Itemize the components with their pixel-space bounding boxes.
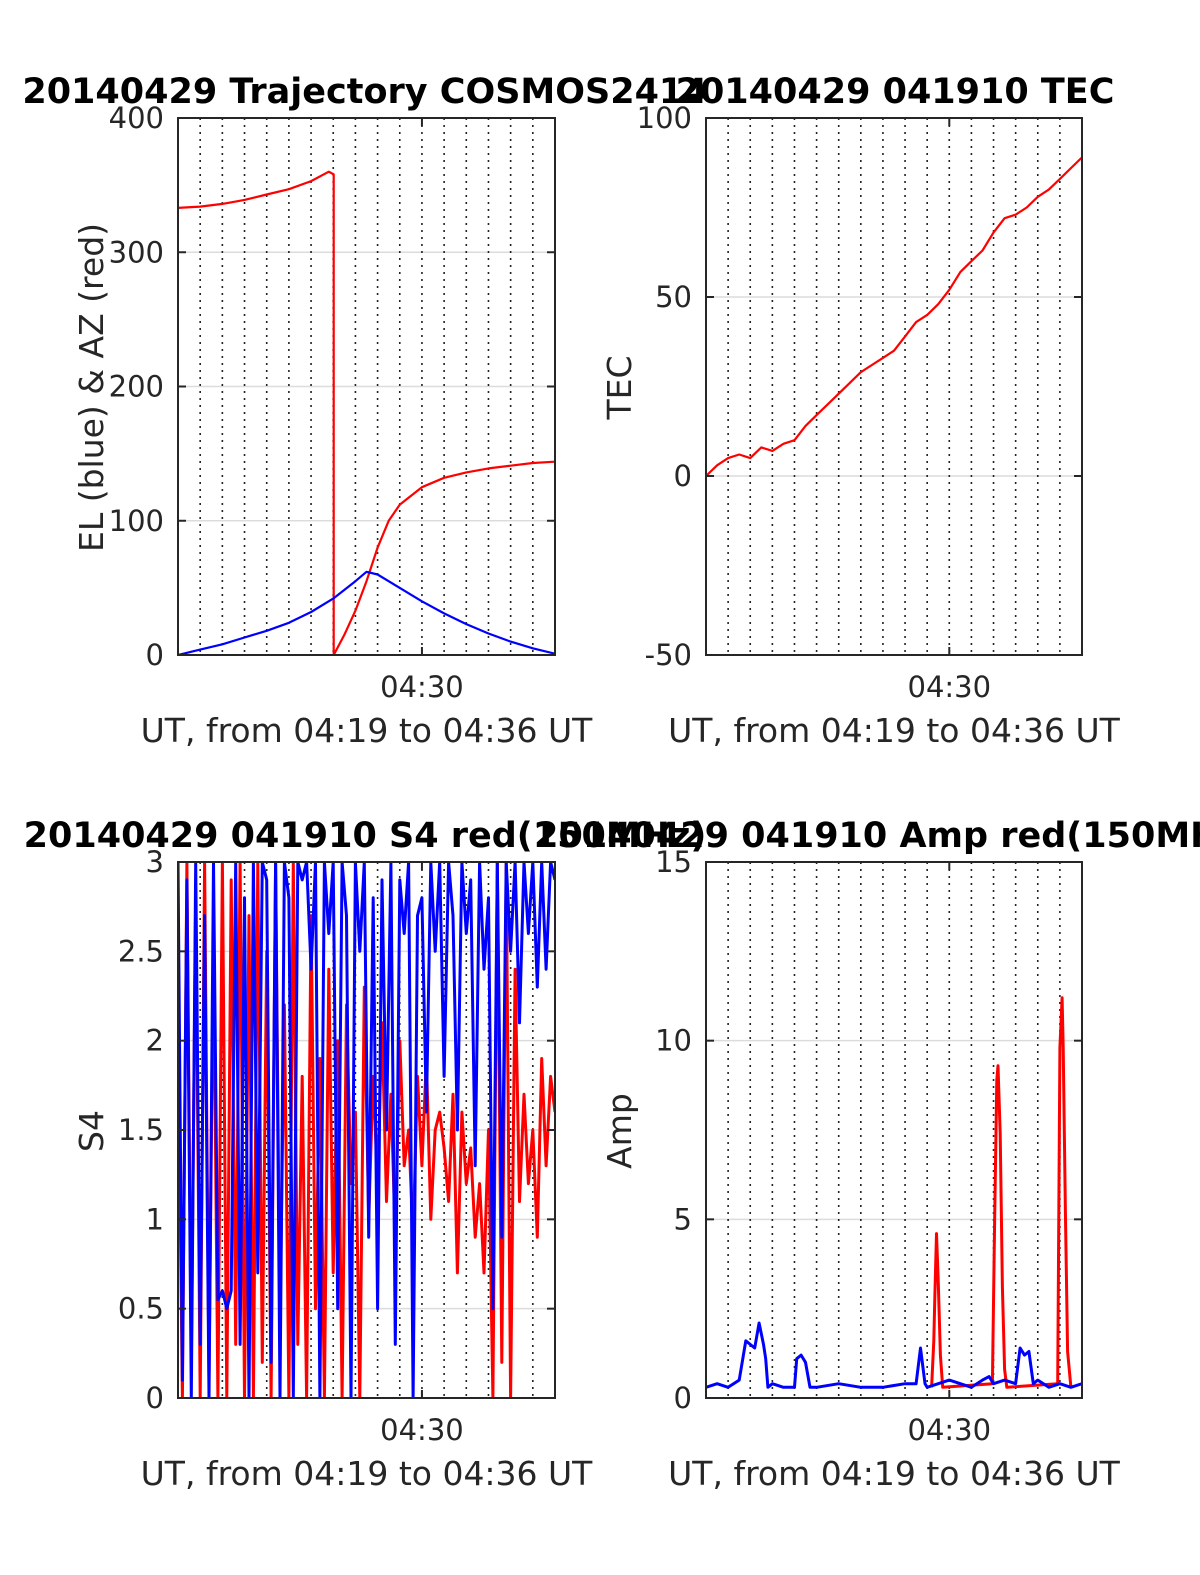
chart-amp-ytick-label: 5 xyxy=(674,1202,692,1236)
chart-tec-xlabel: UT, from 04:19 to 04:36 UT xyxy=(668,711,1121,750)
chart-trajectory-ytick-label: 300 xyxy=(109,235,164,269)
chart-s4-ytick-label: 1.5 xyxy=(118,1113,164,1147)
chart-s4-title: 20140429 041910 S4 red(150MHz) xyxy=(24,816,707,856)
chart-s4-series-1 xyxy=(178,862,555,1398)
chart-tec-series-0 xyxy=(706,156,1082,477)
panel-trajectory: 0 100 200 300 400 04:30 UT, from 04:19 to 04:3… xyxy=(22,72,707,750)
chart-tec-ytick-label: 100 xyxy=(637,101,692,135)
chart-trajectory-series-1 xyxy=(178,570,555,655)
chart-tec-axes-box xyxy=(705,117,1083,656)
chart-trajectory-xlabel: UT, from 04:19 to 04:36 UT xyxy=(141,711,594,750)
chart-trajectory-ytick-label: 200 xyxy=(109,370,164,404)
chart-trajectory-title: 20140429 Trajectory COSMOS2414 xyxy=(22,72,707,112)
chart-amp-ytick-label: 15 xyxy=(655,845,692,879)
chart-amp-series-1 xyxy=(706,1321,1082,1389)
chart-amp-xlabel: UT, from 04:19 to 04:36 UT xyxy=(668,1454,1121,1493)
chart-amp-ylabel: Amp xyxy=(600,1093,639,1169)
chart-s4-ytick-label: 2.5 xyxy=(118,934,164,968)
chart-tec-ytick-label: -50 xyxy=(645,638,692,672)
chart-trajectory-ytick-label: 0 xyxy=(146,638,164,672)
panel-amp: 0 5 10 15 04:30 UT, from 04:19 to 04:36 UT Amp… xyxy=(534,816,1200,1493)
chart-amp-xtick-label: 04:30 xyxy=(908,1413,992,1447)
chart-tec-title: 20140429 041910 TEC xyxy=(676,72,1115,112)
chart-s4-ytick-label: 0.5 xyxy=(118,1292,164,1326)
chart-s4-xtick-label: 04:30 xyxy=(380,1413,464,1447)
chart-s4-ytick-label: 0 xyxy=(146,1381,164,1415)
panel-tec: -50 0 50 100 04:30 UT, from 04:19 to 04:36 UT… xyxy=(600,72,1121,750)
chart-s4-ytick-label: 1 xyxy=(146,1202,164,1236)
chart-amp-ytick-label: 10 xyxy=(655,1024,692,1058)
chart-tec-ytick-label: 50 xyxy=(655,280,692,314)
chart-trajectory-ytick-label: 400 xyxy=(109,101,164,135)
chart-trajectory-ytick-label: 100 xyxy=(109,504,164,538)
chart-tec-ytick-label: 0 xyxy=(674,459,692,493)
chart-trajectory-xtick-label: 04:30 xyxy=(380,670,464,704)
panel-s4: 0 0.5 1 1.5 2 2.5 3 04:30 UT, from 04:19 to 04:3… xyxy=(24,816,707,1493)
chart-s4-ylabel: S4 xyxy=(72,1110,111,1152)
chart-s4-ytick-label: 2 xyxy=(146,1024,164,1058)
chart-tec-xtick-label: 04:30 xyxy=(908,670,992,704)
chart-amp-ytick-label: 0 xyxy=(674,1381,692,1415)
chart-trajectory-series-0 xyxy=(178,170,555,655)
chart-amp-series-0 xyxy=(930,996,1073,1389)
chart-amp-title: 20140429 041910 Amp red(150MHz) xyxy=(534,816,1200,856)
chart-tec-ylabel: TEC xyxy=(600,355,639,420)
chart-trajectory-ylabel: EL (blue) & AZ (red) xyxy=(72,223,111,552)
chart-s4-ytick-label: 3 xyxy=(146,845,164,879)
chart-amp-axes-box xyxy=(705,861,1083,1399)
chart-s4-xlabel: UT, from 04:19 to 04:36 UT xyxy=(141,1454,594,1493)
